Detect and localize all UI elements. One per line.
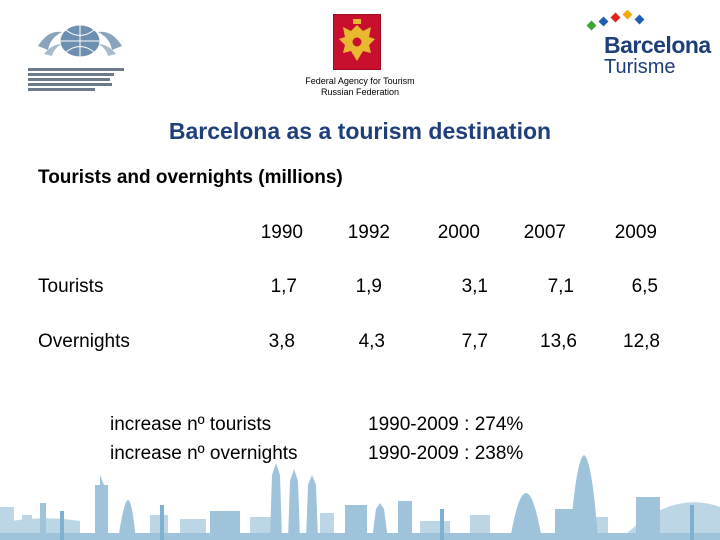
year-header: 2000	[437, 222, 480, 243]
agency-line-1: Federal Agency for Tourism	[305, 76, 415, 86]
colored-diamonds-icon	[586, 10, 645, 31]
row-label-overnights: Overnights	[38, 331, 130, 352]
summary-row: increase nº tourists 1990-2009 : 274%	[110, 410, 590, 439]
table-cell: 3,8	[268, 331, 295, 352]
table-cell: 4,3	[358, 331, 385, 352]
table-cell: 7,7	[461, 331, 488, 352]
increase-summary: increase nº tourists 1990-2009 : 274% in…	[110, 410, 590, 468]
barcelona-skyline-illustration	[0, 455, 720, 540]
globe-icon	[38, 24, 122, 58]
agency-caption: Federal Agency for Tourism Russian Feder…	[260, 76, 460, 98]
organization-name-text	[28, 66, 124, 93]
table-cell: 6,5	[631, 276, 658, 297]
slide-title: Barcelona as a tourism destination	[168, 118, 552, 144]
summary-label: increase nº overnights	[110, 443, 298, 464]
summary-value: 1990-2009 : 274%	[368, 414, 524, 435]
table-cell: 1,9	[355, 276, 382, 297]
year-header: 2009	[614, 222, 657, 243]
table-cell: 1,7	[270, 276, 297, 297]
table-cell: 7,1	[547, 276, 574, 297]
table-cell: 12,8	[623, 331, 660, 352]
row-label-tourists: Tourists	[38, 276, 104, 297]
year-header: 1990	[260, 222, 303, 243]
table-cell: 3,1	[461, 276, 488, 297]
table-cell: 13,6	[540, 331, 577, 352]
world-tourism-organization-logo	[28, 18, 138, 93]
year-header: 2007	[523, 222, 566, 243]
logo-word-barcelona: Barcelona	[604, 32, 711, 58]
year-header: 1992	[347, 222, 390, 243]
summary-value: 1990-2009 : 238%	[368, 443, 524, 464]
barcelona-turisme-logo: Barcelona Turisme	[578, 10, 711, 80]
logo-word-turisme: Turisme	[604, 56, 676, 78]
agency-line-2: Russian Federation	[320, 87, 400, 97]
summary-label: increase nº tourists	[110, 414, 272, 435]
summary-row: increase nº overnights 1990-2009 : 238%	[110, 439, 590, 468]
table-subtitle: Tourists and overnights (millions)	[38, 167, 343, 188]
russian-coat-of-arms-icon	[333, 14, 381, 70]
